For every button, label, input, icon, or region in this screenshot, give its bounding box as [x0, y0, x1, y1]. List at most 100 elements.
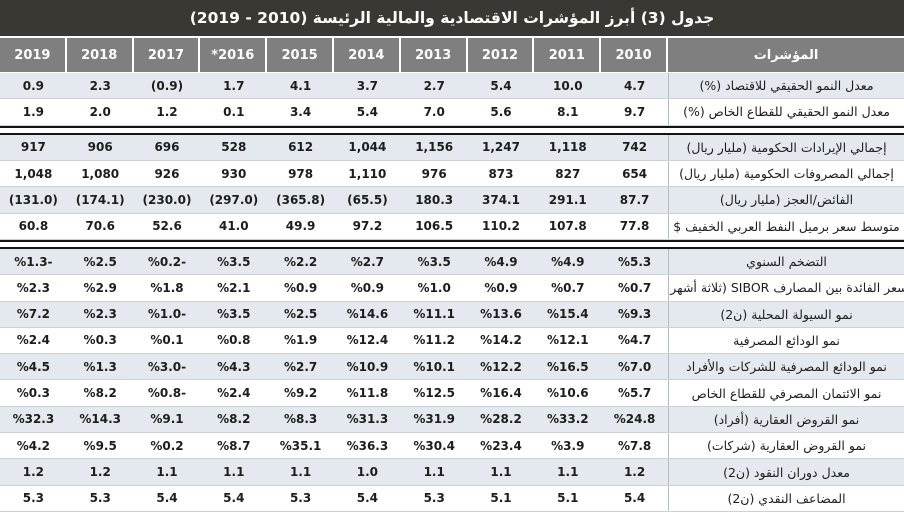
value-cell: 5.1	[557, 491, 579, 506]
value-cell: 4.1	[289, 78, 312, 93]
value-cell: 49.9	[285, 219, 316, 234]
year-column-header: 2013	[401, 38, 468, 72]
value-cell: %10.9	[346, 359, 389, 374]
value-cell: 1.2	[89, 465, 111, 480]
value-cell: %1.0-	[147, 307, 187, 322]
year-column-header: 2012	[468, 38, 535, 72]
year-column-header: 2019	[0, 38, 67, 72]
value-cell: 1.1	[156, 465, 178, 480]
value-cell: (365.8)	[276, 192, 326, 207]
value-cell: 3.4	[289, 104, 312, 119]
group-separator	[0, 239, 904, 249]
value-cell: %33.2	[546, 412, 589, 427]
value-cell: 5.3	[22, 491, 45, 506]
table-row: 917 906 696 528 612 1,044 1,156 1,247 1,118 742 إج…	[0, 134, 904, 161]
value-cell: %7.0	[617, 359, 652, 374]
value-cell: 106.5	[415, 219, 454, 234]
indicator-label: معدل النمو الحقيقي للاقتصاد (%)	[668, 73, 904, 99]
value-cell: %23.4	[480, 438, 522, 453]
value-cell: 97.2	[352, 219, 383, 234]
indicator-label: نمو الودائع المصرفية للشركات والأفراد	[668, 354, 904, 380]
value-cell: %2.1	[217, 280, 251, 295]
value-cell: %2.4	[16, 333, 51, 348]
value-cell: 77.8	[619, 219, 650, 234]
value-cell: 917	[20, 140, 46, 155]
value-cell: %31.9	[413, 412, 456, 427]
value-cell: %28.2	[480, 412, 522, 427]
value-cell: %9.2	[283, 386, 318, 401]
year-column-header: 2017	[134, 38, 201, 72]
value-cell: %10.1	[413, 359, 456, 374]
indicator-label: إجمالي الإيرادات الحكومية (مليار ريال)	[668, 134, 904, 160]
value-cell: (297.0)	[209, 192, 259, 207]
indicator-label: معدل دوران النقود (ن2)	[668, 459, 904, 485]
indicator-label: نمو القروض العقارية (أفراد)	[668, 406, 904, 433]
table-row: (131.0) (174.1) (230.0) (297.0) (365.8) (65.5…	[0, 187, 904, 214]
table-row: 60.8 70.6 52.6 41.0 49.9 97.2 106.5 110.2 107.8 7…	[0, 213, 904, 240]
value-cell: %3.5	[417, 254, 451, 269]
value-cell: %3.9	[551, 438, 585, 453]
value-cell: %3.0-	[147, 359, 187, 374]
value-cell: 2.0	[89, 104, 111, 119]
table-row: 1,048 1,080 926 930 978 1,110 976 873 827 654 إجما…	[0, 160, 904, 188]
indicator-label: إجمالي المصروفات الحكومية (مليار ريال)	[668, 160, 904, 187]
value-cell: %2.9	[83, 280, 117, 295]
value-cell: 4.7	[623, 78, 646, 93]
value-cell: %2.3	[16, 280, 51, 295]
value-cell: %35.1	[279, 438, 322, 453]
table-row: %32.3 %14.3 %9.1 %8.2 %8.3 %31.3 %31.9 %28.2 %33…	[0, 406, 904, 434]
value-cell: %0.8-	[147, 386, 187, 401]
value-cell: 180.3	[415, 192, 454, 207]
value-cell: 107.8	[548, 219, 587, 234]
value-cell: 873	[488, 166, 514, 181]
value-cell: 110.2	[482, 219, 520, 234]
value-cell: %4.9	[484, 254, 518, 269]
value-cell: 5.4	[223, 491, 245, 506]
indicators-column-header: المؤشرات	[753, 47, 819, 63]
value-cell: 5.4	[156, 491, 178, 506]
indicator-label: المضاعف النقدي (ن2)	[668, 485, 904, 511]
value-cell: 654	[622, 166, 648, 181]
value-cell: 1,044	[348, 140, 387, 155]
value-cell: %1.9	[283, 333, 318, 348]
year-column-header: 2018	[67, 38, 134, 72]
value-cell: 3.7	[356, 78, 379, 93]
value-cell: %4.5	[16, 359, 51, 374]
value-cell: %2.7	[283, 359, 318, 374]
value-cell: 0.1	[223, 104, 245, 119]
value-cell: 291.1	[548, 192, 587, 207]
value-cell: %1.0	[417, 280, 451, 295]
value-cell: %8.2	[217, 412, 251, 427]
table-row: 5.3 5.3 5.4 5.4 5.3 5.4 5.3 5.1 5.1 5.4 المضاعف ال…	[0, 485, 904, 512]
value-cell: %11.2	[413, 333, 456, 348]
value-cell: 1,118	[548, 140, 587, 155]
value-cell: (230.0)	[142, 192, 192, 207]
value-cell: 926	[154, 166, 180, 181]
value-cell: 5.3	[289, 491, 312, 506]
value-cell: 930	[221, 166, 247, 181]
value-cell: %9.1	[150, 412, 184, 427]
value-cell: 1.2	[623, 465, 646, 480]
value-cell: %16.5	[546, 359, 589, 374]
value-cell: %0.9	[283, 280, 318, 295]
value-cell: 827	[555, 166, 581, 181]
value-cell: 7.0	[423, 104, 445, 119]
value-cell: %3.5	[217, 254, 251, 269]
table-row: 1.2 1.2 1.1 1.1 1.1 1.0 1.1 1.1 1.1 1.2 معدل دوران…	[0, 459, 904, 486]
indicator-label: نمو السيولة المحلية (ن2)	[668, 301, 904, 327]
table-row: %0.3 %8.2 %0.8- %2.4 %9.2 %11.8 %12.5 %16.4 %10.…	[0, 380, 904, 407]
value-cell: %2.3	[83, 307, 117, 322]
value-cell: %2.5	[283, 307, 318, 322]
table-title: جدول (3) أبرز المؤشرات الاقتصادية والمال…	[0, 0, 904, 38]
value-cell: %4.2	[16, 438, 51, 453]
value-cell: %32.3	[12, 412, 55, 427]
value-cell: %15.4	[546, 307, 589, 322]
value-cell: 1.7	[223, 78, 245, 93]
value-cell: %4.3	[217, 359, 251, 374]
value-cell: %7.2	[16, 307, 51, 322]
value-cell: %1.3-	[14, 254, 53, 269]
value-cell: 1,156	[415, 140, 454, 155]
indicator-label: متوسط سعر برميل النفط العربي الخفيف $	[668, 213, 904, 239]
value-cell: %3.5	[217, 307, 251, 322]
